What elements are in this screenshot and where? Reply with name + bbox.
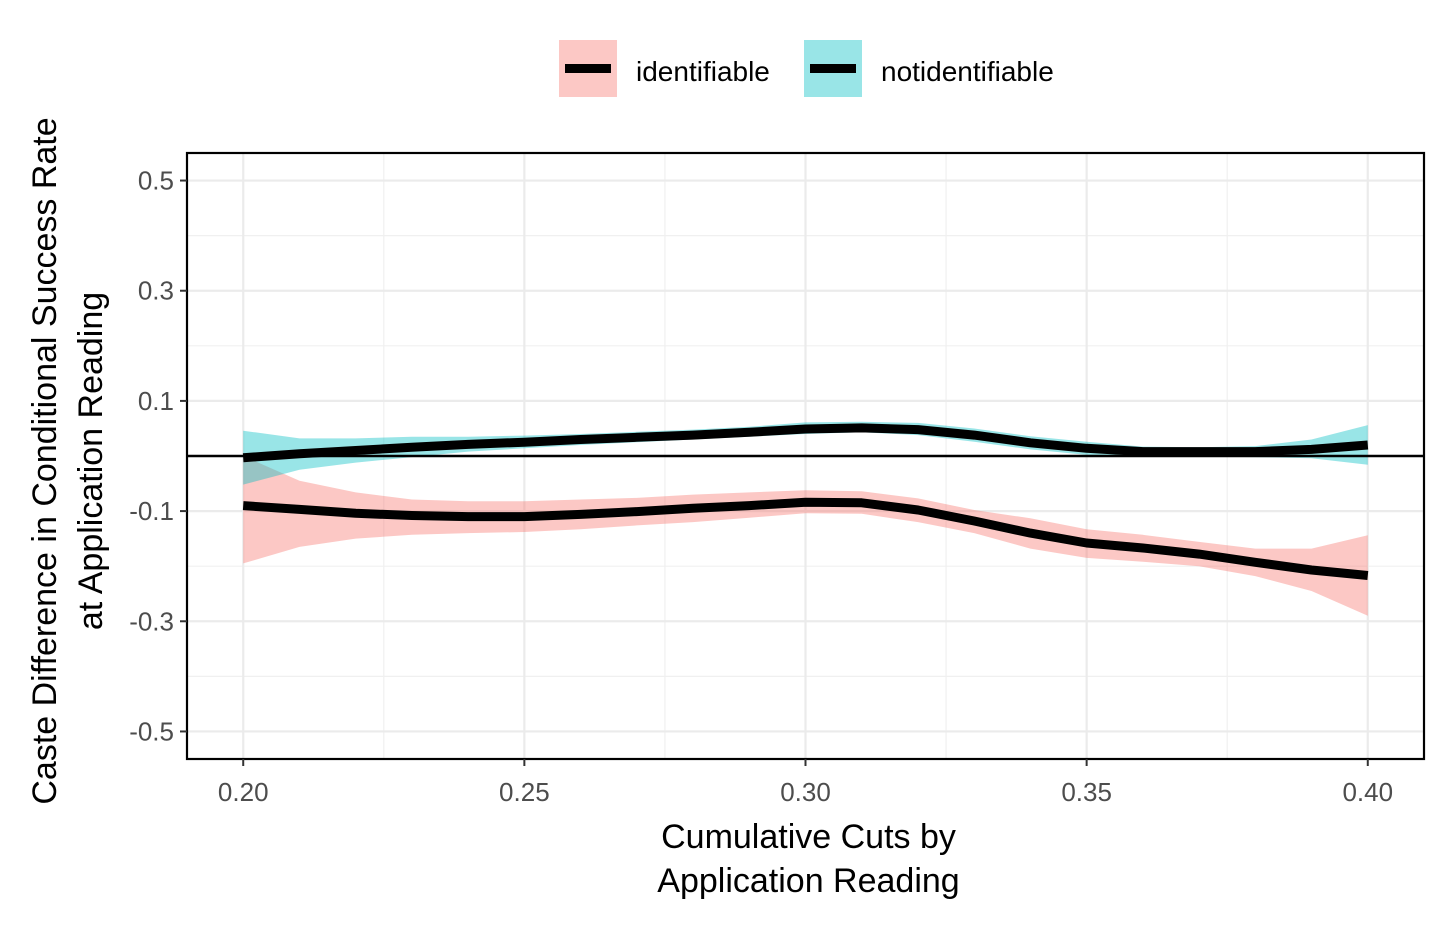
ribbon-notidentifiable (243, 421, 1368, 485)
x-tick-label: 0.30 (780, 777, 831, 807)
legend: identifiable notidentifiable (559, 40, 1054, 97)
x-axis-title: Cumulative Cuts by Application Reading (657, 818, 959, 900)
y-tick-label: -0.1 (129, 496, 174, 526)
x-tick-label: 0.20 (218, 777, 269, 807)
ribbon-identifiable (243, 456, 1368, 616)
y-tick-label: 0.5 (138, 166, 174, 196)
legend-item-identifiable: identifiable (559, 40, 770, 97)
y-axis-title: Caste Difference in Conditional Success … (26, 117, 110, 804)
series-line-identifiable (242, 497, 1369, 580)
x-tick-label: 0.35 (1061, 777, 1112, 807)
y-tick-label: 0.3 (138, 276, 174, 306)
legend-item-notidentifiable: notidentifiable (804, 40, 1054, 97)
x-tick-label: 0.25 (499, 777, 550, 807)
legend-label: notidentifiable (881, 56, 1054, 87)
series-line-notidentifiable (242, 423, 1369, 463)
x-axis-title-line: Application Reading (657, 862, 959, 900)
x-tick-label: 0.40 (1342, 777, 1393, 807)
x-axis-title-line: Cumulative Cuts by (661, 818, 956, 856)
y-tick-label: 0.1 (138, 386, 174, 416)
legend-label: identifiable (636, 56, 770, 87)
y-axis-title-line: at Application Reading (72, 292, 110, 630)
y-axis-title-line: Caste Difference in Conditional Success … (26, 117, 64, 804)
y-tick-label: -0.5 (129, 716, 174, 746)
y-tick-label: -0.3 (129, 606, 174, 636)
